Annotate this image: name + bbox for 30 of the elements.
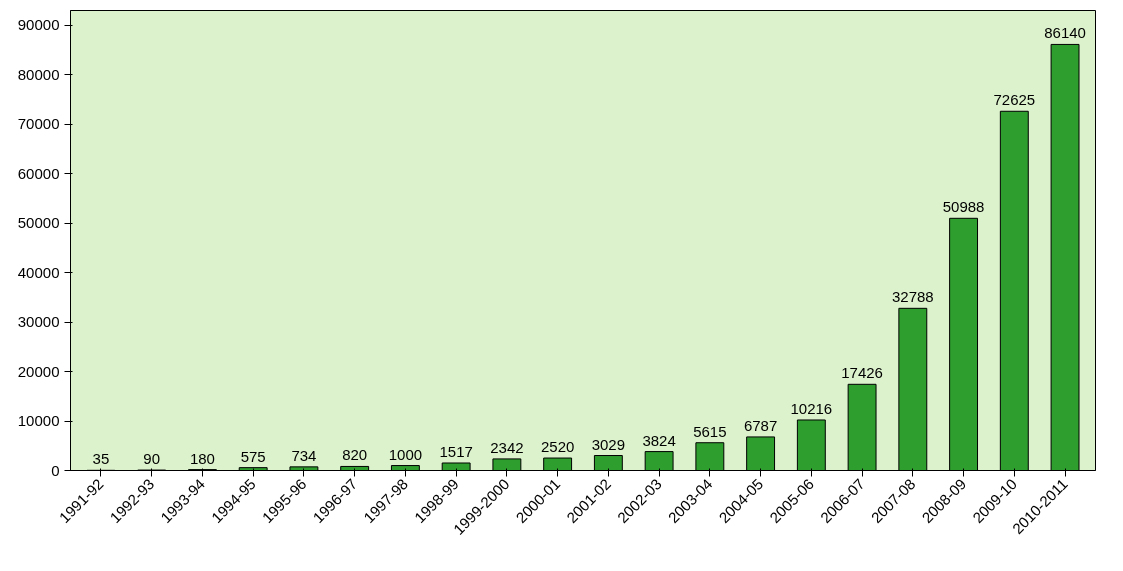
data-label: 1000 [388, 445, 423, 463]
y-tick-label: 20000 [17, 362, 60, 380]
y-tick-label: 80000 [17, 65, 60, 83]
y-tick-label: 90000 [17, 16, 60, 34]
data-label: 3029 [591, 435, 626, 453]
data-label: 180 [189, 449, 215, 467]
y-tick-label: 0 [51, 461, 60, 479]
y-tick-label: 10000 [17, 412, 60, 430]
data-label: 2520 [540, 438, 575, 456]
data-label: 50988 [942, 198, 985, 216]
data-label: 1517 [439, 443, 473, 460]
data-label: 5615 [693, 422, 727, 440]
data-label: 6787 [743, 416, 778, 434]
data-label: 35 [92, 450, 110, 468]
y-tick-label: 30000 [17, 313, 60, 331]
data-label: 72625 [993, 91, 1036, 109]
data-label: 734 [291, 446, 317, 464]
data-label: 820 [342, 446, 368, 464]
data-label: 90 [143, 450, 161, 468]
data-label: 32788 [891, 288, 934, 306]
data-label: 86140 [1044, 24, 1086, 42]
y-tick-label: 60000 [17, 164, 60, 182]
y-tick-label: 50000 [17, 214, 60, 232]
data-label: 10216 [790, 399, 833, 417]
data-label: 3824 [642, 431, 676, 449]
data-label: 575 [240, 447, 266, 465]
y-tick-label: 40000 [17, 263, 60, 281]
data-label: 17426 [841, 364, 883, 382]
data-label: 2342 [490, 438, 524, 456]
y-tick-label: 70000 [17, 115, 60, 133]
